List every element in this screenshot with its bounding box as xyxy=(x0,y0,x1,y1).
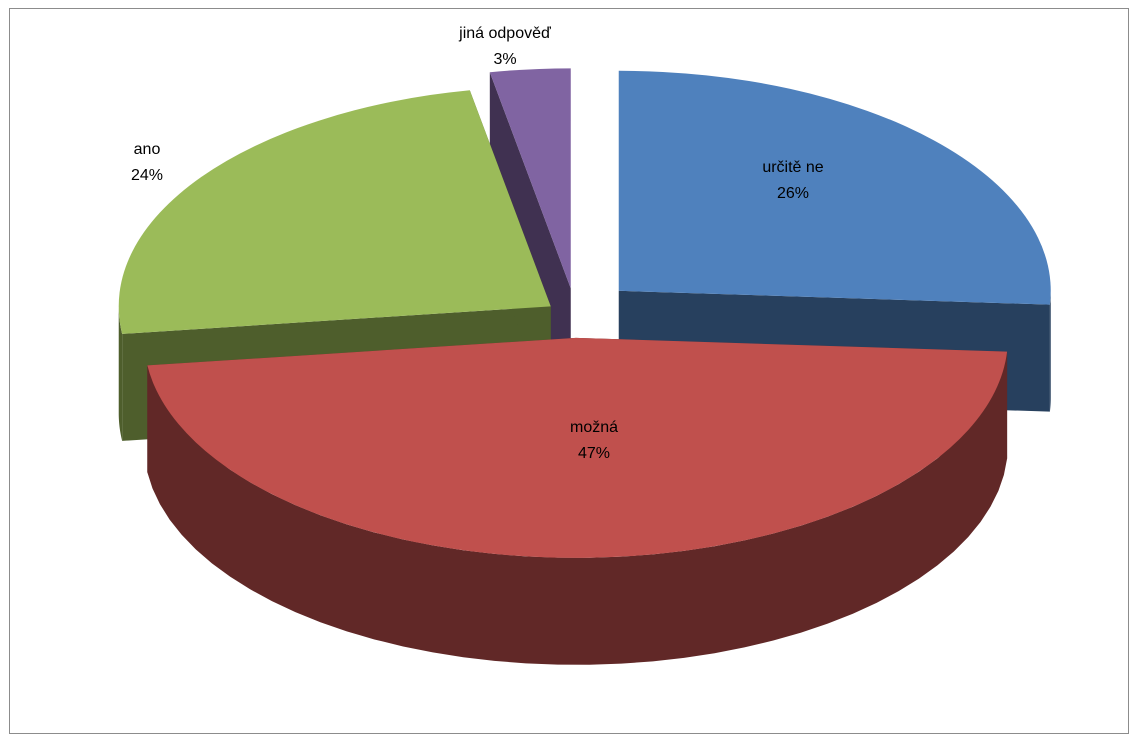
slice-mozna xyxy=(147,337,1008,558)
label-mozna-percent: 47% xyxy=(578,445,610,462)
slice-side-mozna-0 xyxy=(147,351,1008,665)
label-urcite-ne-category: určitě ne xyxy=(762,159,823,176)
slice-side-ano-0 xyxy=(118,306,123,441)
label-urcite-ne-percent: 26% xyxy=(777,185,809,202)
slice-urcite-ne xyxy=(618,70,1051,305)
slice-jina-odpoved xyxy=(489,68,571,289)
label-jina-odpoved-percent: 3% xyxy=(493,51,516,68)
pie-tops-layer xyxy=(118,68,1051,558)
pie-labels-layer: jiná odpověď 3% určitě ne 26% ano 24% možná 47% xyxy=(131,25,824,462)
label-ano-percent: 24% xyxy=(131,167,163,184)
label-jina-odpoved-category: jiná odpověď xyxy=(458,25,551,42)
label-ano-category: ano xyxy=(134,141,161,158)
label-mozna-category: možná xyxy=(570,419,618,436)
slice-ano xyxy=(118,90,551,334)
slice-side-urcite-ne-0 xyxy=(1049,290,1051,412)
